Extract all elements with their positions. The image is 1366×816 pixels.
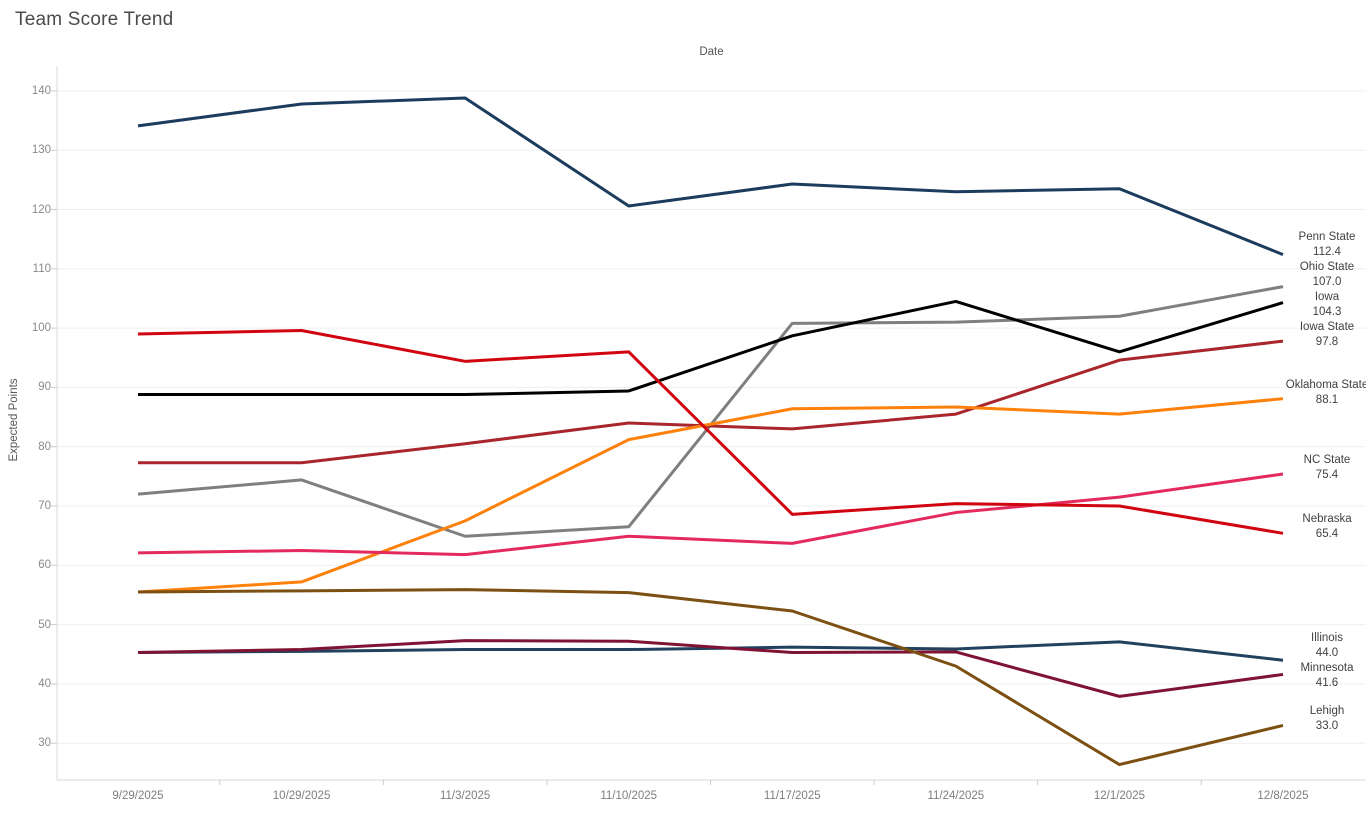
series-end-label-nc-state: NC State 75.4 bbox=[1284, 453, 1366, 483]
y-tick-label: 30 bbox=[38, 737, 51, 750]
series-end-label-iowa: Iowa 104.3 bbox=[1284, 290, 1366, 320]
series-end-label-lehigh: Lehigh 33.0 bbox=[1284, 704, 1366, 734]
series-line-minnesota bbox=[137, 639, 1284, 698]
y-tick-label: 40 bbox=[38, 677, 51, 690]
series-end-label-illinois: Illinois 44.0 bbox=[1284, 631, 1366, 661]
series-value-label: 33.0 bbox=[1315, 720, 1339, 733]
series-end-label-iowa-state: Iowa State 97.8 bbox=[1284, 320, 1366, 350]
series-name-label: Lehigh bbox=[1309, 705, 1345, 718]
y-tick-label: 50 bbox=[38, 618, 51, 631]
series-line-nc-state bbox=[137, 472, 1284, 557]
series-value-label: 112.4 bbox=[1313, 246, 1341, 259]
y-tick-label: 70 bbox=[38, 500, 51, 513]
x-tick-label: 11/17/2025 bbox=[763, 790, 821, 802]
series-value-label: 104.3 bbox=[1312, 306, 1342, 319]
y-tick-label: 80 bbox=[38, 440, 51, 453]
y-tick-label: 140 bbox=[31, 84, 51, 97]
y-tick-label: 60 bbox=[38, 559, 51, 572]
series-name-label: NC State bbox=[1303, 454, 1351, 466]
series-value-label: 65.4 bbox=[1315, 528, 1339, 541]
chart-title: Team Score Trend bbox=[15, 9, 174, 30]
x-tick-label: 11/10/2025 bbox=[600, 790, 658, 802]
series-line-lehigh bbox=[137, 588, 1284, 767]
x-tick-label: 12/8/2025 bbox=[1257, 790, 1309, 802]
x-tick-label: 10/29/2025 bbox=[272, 790, 331, 802]
series-value-label: 107.0 bbox=[1312, 276, 1342, 289]
series-value-label: 75.4 bbox=[1315, 469, 1339, 481]
series-line-iowa bbox=[138, 299, 1284, 397]
series-line-oklahoma-state bbox=[137, 397, 1284, 594]
x-tick-label: 12/1/2025 bbox=[1093, 790, 1145, 802]
series-value-label: 44.0 bbox=[1315, 647, 1339, 660]
series-end-label-ohio-state: Ohio State 107.0 bbox=[1284, 260, 1366, 290]
x-axis-title: Date bbox=[699, 46, 724, 58]
series-name-label: Iowa State bbox=[1299, 321, 1355, 334]
series-name-label: Minnesota bbox=[1300, 662, 1354, 675]
series-name-label: Illinois bbox=[1311, 632, 1343, 645]
series-name-label: Oklahoma State bbox=[1285, 378, 1366, 391]
series-name-label: Iowa bbox=[1314, 291, 1340, 304]
series-name-label: Penn State bbox=[1298, 231, 1356, 244]
y-tick-label: 100 bbox=[31, 322, 51, 335]
series-line-penn-state bbox=[137, 96, 1284, 256]
x-tick-label: 9/29/2025 bbox=[112, 790, 164, 802]
series-value-label: 41.6 bbox=[1315, 677, 1339, 690]
series-end-label-oklahoma-state: Oklahoma State 88.1 bbox=[1284, 378, 1366, 408]
series-end-label-minnesota: Minnesota 41.6 bbox=[1284, 661, 1366, 691]
y-tick-label: 90 bbox=[38, 381, 51, 394]
series-value-label: 88.1 bbox=[1315, 393, 1339, 406]
y-tick-label: 120 bbox=[31, 203, 51, 216]
series-end-label-penn-state: Penn State 112.4 bbox=[1284, 230, 1366, 260]
y-tick-label: 130 bbox=[31, 144, 51, 157]
x-tick-label: 11/3/2025 bbox=[439, 790, 491, 802]
series-line-illinois bbox=[137, 640, 1284, 662]
y-tick-label: 110 bbox=[32, 262, 51, 275]
series-end-label-nebraska: Nebraska 65.4 bbox=[1284, 512, 1366, 542]
series-value-label: 97.8 bbox=[1315, 336, 1339, 349]
series-line-nebraska bbox=[137, 328, 1284, 535]
series-name-label: Nebraska bbox=[1302, 513, 1352, 526]
series-line-iowa-state bbox=[138, 339, 1284, 465]
series-name-label: Ohio State bbox=[1299, 261, 1355, 274]
x-tick-label: 11/24/2025 bbox=[927, 790, 985, 802]
